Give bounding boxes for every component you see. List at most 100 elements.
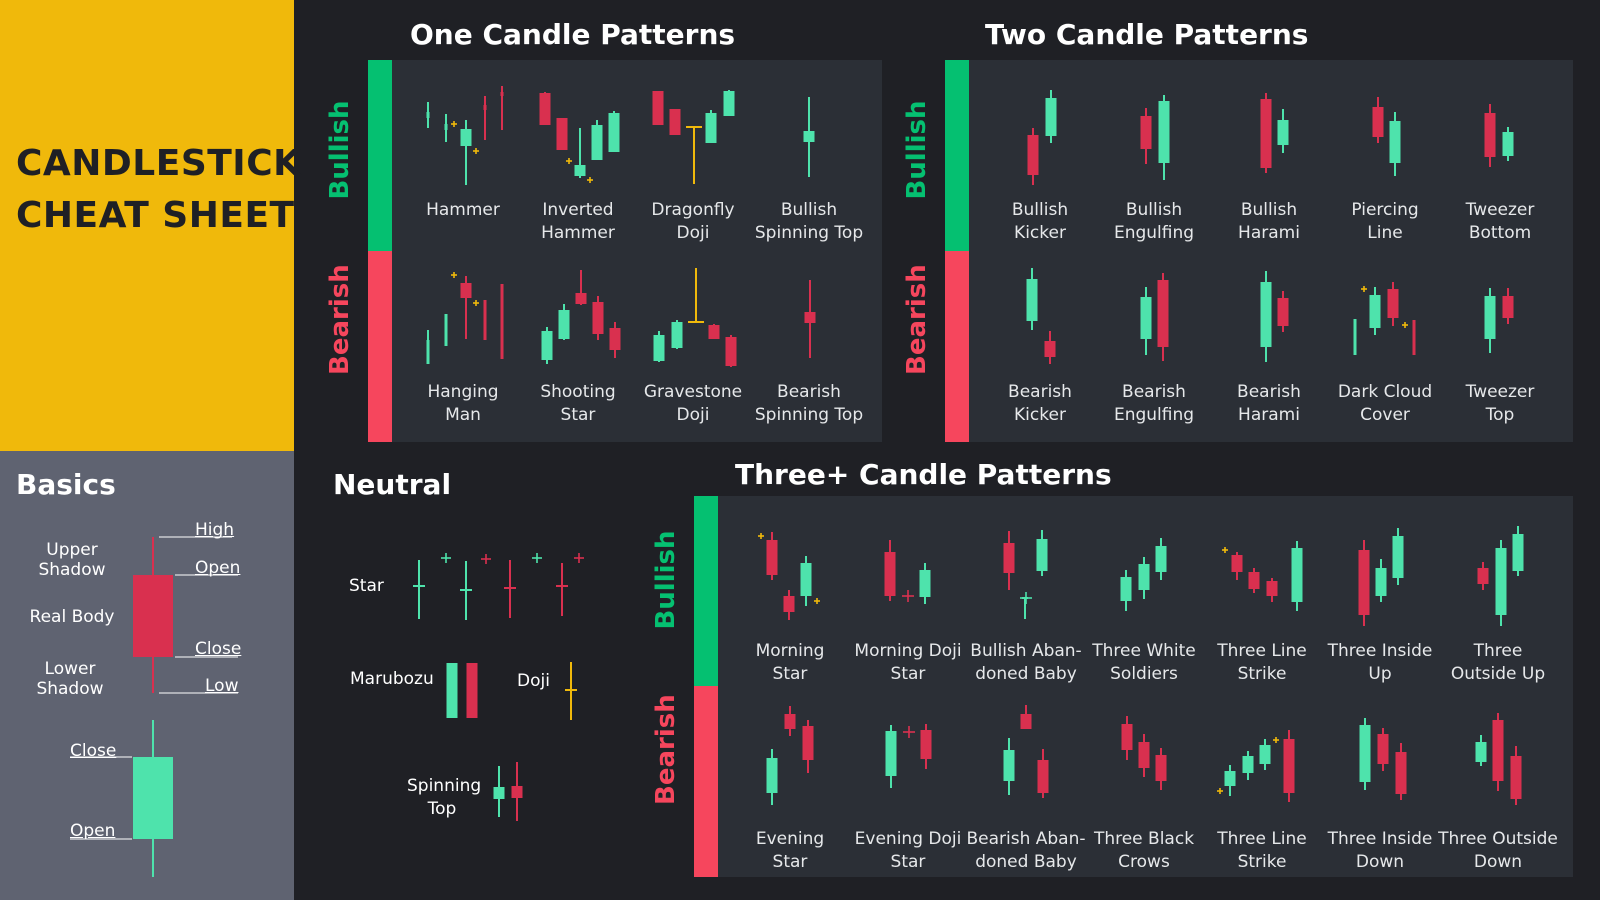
pattern-label-three_bear-4: Three Line Strike: [1217, 829, 1307, 872]
candle-131: [1492, 713, 1504, 791]
candle-100: [1248, 568, 1260, 593]
pattern-label-one_bear-0: Hanging Man: [427, 382, 499, 425]
lower-shadow-label: Lower Shadow: [36, 659, 104, 699]
candle-106: [1477, 562, 1489, 590]
candle-108: [1512, 526, 1524, 576]
star-marker-63: [441, 553, 451, 563]
two-bullish-bar: [945, 60, 969, 251]
candle-8: [556, 118, 568, 150]
candle-74: [511, 762, 523, 821]
candle-109: [766, 749, 778, 805]
candle-54: [1353, 319, 1357, 355]
pattern-label-one_bull-0: Hammer: [426, 200, 500, 220]
open-label: Open: [195, 558, 241, 578]
star-marker-23: [451, 272, 457, 278]
candle-95: [1120, 570, 1132, 611]
candle-26: [500, 284, 504, 359]
candle-28: [558, 304, 570, 340]
doji-label: Doji: [517, 671, 550, 691]
candle-33: [671, 320, 683, 349]
pattern-label-three_bull-4: Three Line Strike: [1217, 641, 1307, 684]
candle-22: [460, 276, 472, 339]
one-candle-title: One Candle Patterns: [410, 18, 736, 51]
star-marker-65: [481, 554, 491, 564]
title-panel: CANDLESTICK CHEAT SHEET: [0, 0, 301, 451]
candle-35: [708, 324, 720, 339]
candle-105: [1392, 528, 1404, 585]
pattern-label-two_bear-0: Bearish Kicker: [1008, 382, 1072, 425]
candle-99: [1231, 552, 1243, 580]
candle-123: [1259, 739, 1271, 770]
candle-6: [500, 86, 504, 130]
pattern-label-three_bear-0: Evening Star: [755, 829, 825, 872]
marubozu-label: Marubozu: [350, 669, 434, 689]
pattern-label-three_bull-6: Three Outside Up: [1450, 641, 1546, 684]
star-marker-3: [451, 121, 457, 127]
star-marker-86: [758, 533, 764, 539]
candle-5: [483, 96, 487, 140]
candle-19: [803, 97, 815, 177]
candle-64: [460, 561, 472, 620]
candle-112: [885, 725, 897, 788]
pattern-label-two_bull-1: Bullish Engulfing: [1113, 200, 1195, 243]
candle-53: [1277, 291, 1289, 332]
candle-34: [688, 268, 704, 323]
close-label: Close: [195, 639, 242, 659]
candle-104: [1375, 559, 1387, 602]
one-bullish-bar: [368, 60, 392, 251]
pattern-label-one_bull-2: Dragonfly Doji: [651, 200, 735, 243]
high-label: High: [195, 520, 235, 540]
star-marker-10: [566, 158, 572, 164]
pattern-label-three_bear-6: Three Outside Down: [1438, 829, 1558, 872]
pattern-label-three_bear-3: Three Black Crows: [1093, 829, 1195, 872]
candle-73: [493, 766, 505, 817]
three-candle-panel: [694, 496, 1573, 877]
candle-96: [1138, 557, 1150, 599]
candle-15: [669, 109, 681, 135]
title-line-2: CHEAT SHEET: [16, 195, 295, 236]
three-bearish-bar: [694, 686, 718, 877]
one-bearish-bar: [368, 251, 392, 442]
candle-14: [652, 91, 664, 125]
candle-115: [1003, 738, 1015, 795]
candle-31: [609, 322, 621, 358]
candle-126: [1283, 730, 1295, 802]
candle-118: [1121, 716, 1133, 760]
pattern-label-one_bear-2: Gravestone Doji: [643, 382, 743, 425]
pattern-label-three_bear-1: Evening Doji Star: [854, 829, 962, 872]
candle-119: [1138, 734, 1150, 777]
page-title: CANDLESTICK CHEAT SHEET: [16, 138, 302, 242]
neutral-title: Neutral: [333, 468, 452, 501]
candle-110: [784, 706, 796, 736]
candle-41: [1158, 95, 1170, 180]
pattern-label-two_bull-4: Tweezer Bottom: [1465, 200, 1535, 243]
three-bullish-bar: [694, 496, 718, 686]
candle-90: [919, 563, 931, 604]
star-marker-67: [532, 553, 542, 563]
candle-61: [1502, 288, 1514, 324]
low-label: Low: [205, 676, 239, 696]
candle-55: [1369, 287, 1381, 335]
candle-20: [426, 330, 430, 364]
candle-102: [1291, 541, 1303, 611]
candle-45: [1389, 112, 1401, 176]
three-candle-title: Three+ Candle Patterns: [735, 458, 1112, 491]
candle-91: [1003, 531, 1015, 590]
candle-62: [413, 560, 425, 619]
candle-116: [1020, 705, 1032, 729]
spinning-top-label: Spinning Top: [407, 776, 482, 819]
candle-52: [1260, 271, 1272, 362]
star-marker-11: [587, 177, 593, 183]
candle-72: [565, 662, 577, 720]
candle-46: [1484, 104, 1496, 167]
candle-21: [444, 314, 448, 346]
star-marker-4: [473, 148, 479, 154]
star-marker-125: [1273, 737, 1279, 743]
candle-17: [705, 110, 717, 143]
candle-32: [653, 331, 665, 362]
candle-111: [802, 720, 814, 773]
candle-66: [504, 560, 516, 618]
candle-121: [1224, 765, 1236, 796]
candle-37: [804, 280, 816, 358]
